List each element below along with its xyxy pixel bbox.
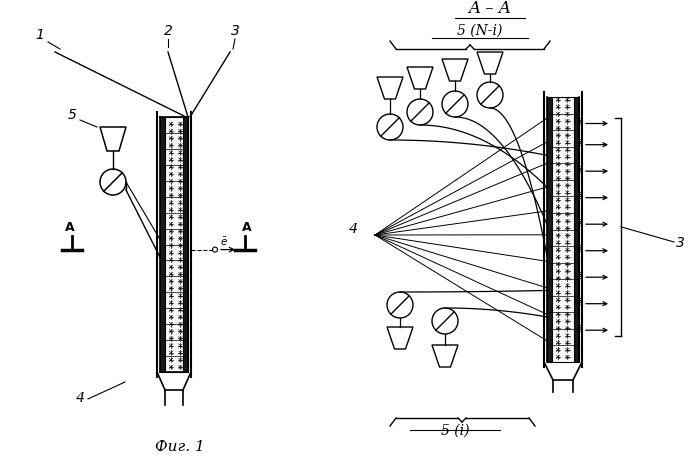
Text: $\bar{e}$: $\bar{e}$ bbox=[575, 271, 582, 282]
Text: A – A: A – A bbox=[468, 0, 512, 17]
Bar bbox=[183, 117, 188, 372]
Text: $\bar{e}$: $\bar{e}$ bbox=[575, 117, 582, 128]
Bar bbox=[160, 117, 165, 372]
Text: $\bar{e}$: $\bar{e}$ bbox=[575, 297, 582, 308]
Text: 5: 5 bbox=[68, 108, 76, 122]
Text: 3: 3 bbox=[230, 24, 239, 38]
Text: $\bar{e}$: $\bar{e}$ bbox=[575, 138, 582, 149]
Text: 5 (i): 5 (i) bbox=[441, 424, 469, 438]
Text: 3: 3 bbox=[676, 236, 685, 250]
Text: 1: 1 bbox=[36, 28, 44, 42]
Bar bbox=[552, 97, 574, 362]
Text: $\bar{e}$: $\bar{e}$ bbox=[575, 191, 582, 202]
Text: A: A bbox=[65, 220, 75, 234]
Text: $\bar{e}$: $\bar{e}$ bbox=[575, 165, 582, 176]
Text: $\bar{e}$: $\bar{e}$ bbox=[575, 324, 582, 334]
Bar bbox=[547, 97, 552, 362]
Text: A: A bbox=[242, 220, 252, 234]
Text: $\bar{e}$: $\bar{e}$ bbox=[220, 235, 228, 248]
Text: 4: 4 bbox=[349, 222, 358, 236]
Text: $\bar{e}$: $\bar{e}$ bbox=[575, 244, 582, 255]
Text: 4: 4 bbox=[76, 391, 85, 405]
Text: $\bar{e}$: $\bar{e}$ bbox=[575, 218, 582, 228]
Text: Фиг. 1: Фиг. 1 bbox=[155, 440, 205, 454]
Text: 2: 2 bbox=[164, 24, 172, 38]
Text: 5 (N-i): 5 (N-i) bbox=[457, 24, 503, 38]
Bar bbox=[574, 97, 579, 362]
Bar bbox=[165, 117, 183, 372]
